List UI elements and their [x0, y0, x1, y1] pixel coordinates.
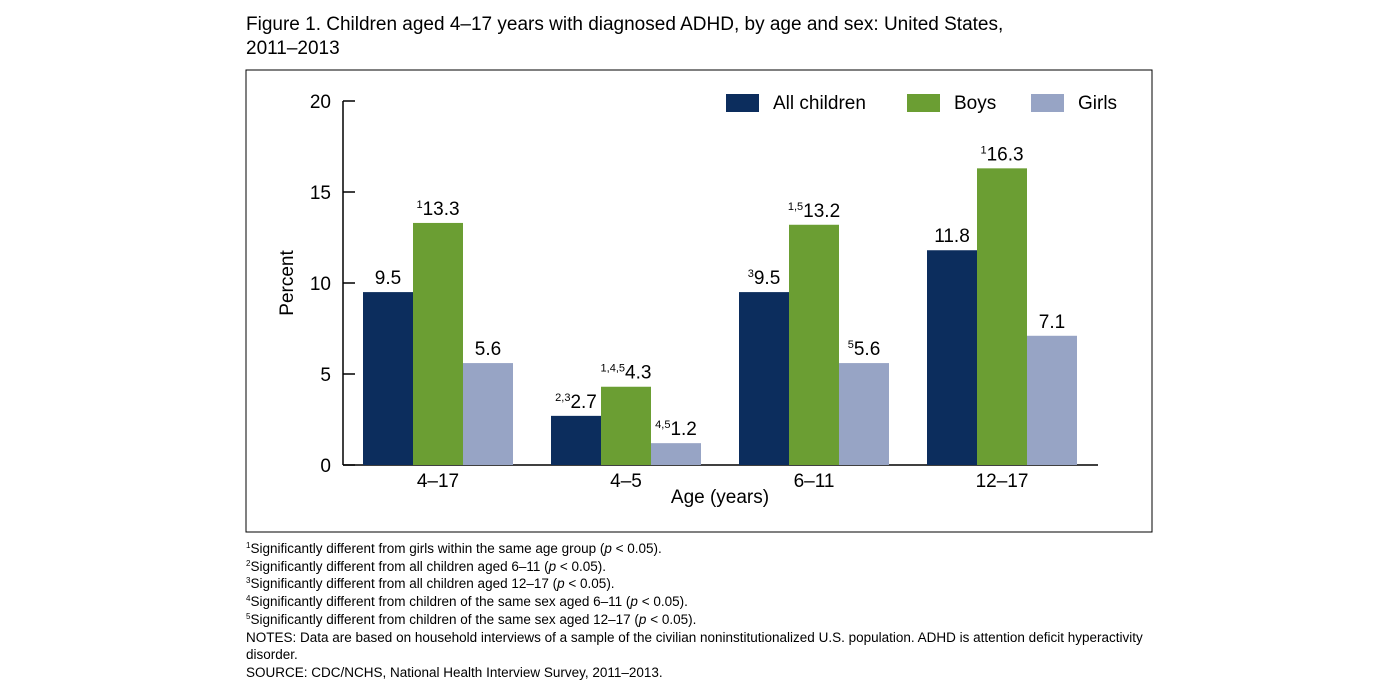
footnote-number: 2 [246, 558, 251, 568]
legend-swatch [907, 94, 940, 112]
footnote: 3Significantly different from all childr… [246, 575, 1166, 593]
bar-value-label: 11.8 [934, 226, 970, 247]
footnote-list: 1Significantly different from girls with… [246, 540, 1166, 629]
footnote-text: Significantly different from children of… [250, 611, 639, 627]
bar-value-label: 55.6 [848, 339, 881, 360]
figure-title: Figure 1. Children aged 4–17 years with … [246, 13, 1146, 61]
bar-boys [413, 222, 463, 465]
legend-swatch [726, 94, 759, 112]
source-text: SOURCE: CDC/NCHS, National Health Interv… [246, 664, 663, 680]
y-axis: 0 5 10 15 20 [310, 92, 355, 477]
bar-value-label: 1,4,54.3 [601, 363, 652, 384]
bar-all-children [363, 292, 413, 465]
notes-text: NOTES: Data are based on household inter… [246, 629, 1143, 663]
footnote-number: 1 [246, 541, 251, 550]
legend-label: Girls [1078, 93, 1117, 114]
bar-all-children [551, 415, 601, 465]
bar-value-text: 9.5 [754, 268, 780, 289]
bar-girls [839, 363, 889, 465]
bar-value-text: 4.3 [625, 363, 651, 384]
bar-value-label: 5.6 [475, 339, 501, 360]
figure-title-line1: Figure 1. Children aged 4–17 years with … [246, 14, 1004, 35]
bar-all-children [927, 250, 977, 465]
footnote-text: Significantly different from girls withi… [250, 541, 605, 556]
x-tick-label: 12–17 [976, 471, 1029, 492]
legend-label: All children [773, 93, 866, 114]
footnote-text: Significantly different from all childre… [250, 558, 549, 574]
footnote-superscript: 1 [416, 199, 422, 211]
x-axis-label: Age (years) [671, 487, 769, 508]
bars [363, 168, 1077, 465]
footnotes: 1Significantly different from girls with… [246, 540, 1166, 682]
x-tick-label: 6–11 [794, 471, 835, 492]
bar-value-label: 116.3 [980, 144, 1023, 165]
footnote-text-end: < 0.05). [611, 541, 662, 556]
y-tick-label: 15 [310, 183, 331, 204]
footnote-text: Significantly different from children of… [250, 594, 631, 610]
bar-girls [651, 443, 701, 465]
bar-boys [789, 224, 839, 465]
footnote-superscript: 1,4,5 [601, 363, 625, 375]
footnote-p: p [630, 594, 638, 610]
footnote-p: p [548, 558, 557, 574]
footnote-superscript: 4,5 [655, 419, 670, 431]
footnote-text-end: < 0.05). [646, 611, 697, 627]
footnote: 1Significantly different from girls with… [246, 540, 1166, 558]
x-tick-label: 4–5 [610, 471, 642, 492]
footnote-text-end: < 0.05). [564, 576, 615, 592]
bar-value-text: 16.3 [987, 144, 1024, 165]
chart-frame [245, 69, 1153, 533]
y-tick-label: 20 [310, 92, 331, 113]
footnote-superscript: 1 [980, 144, 986, 156]
footnote-p: p [638, 611, 647, 627]
figure-title-line2: 2011–2013 [246, 38, 340, 59]
footnote-superscript: 2,3 [555, 392, 570, 404]
footnote-superscript: 3 [748, 268, 754, 280]
footnote: 4Significantly different from children o… [246, 593, 1166, 611]
bar-value-label: 1,513.2 [788, 201, 840, 222]
footnote-p: p [604, 541, 612, 556]
footnote-text-end: < 0.05). [556, 558, 607, 574]
bar-value-text: 5.6 [854, 339, 880, 360]
bar-value-text: 2.7 [570, 392, 596, 413]
bar-value-label: 39.5 [748, 268, 781, 289]
y-tick-label: 5 [320, 365, 331, 386]
bar-value-label: 2,32.7 [555, 392, 597, 413]
footnote-superscript: 5 [848, 339, 854, 351]
bar-all-children [739, 292, 789, 465]
footnote-p: p [557, 576, 565, 592]
footnote-text-end: < 0.05). [637, 594, 688, 610]
legend-swatch [1031, 94, 1064, 112]
bar-value-label: 4,51.2 [655, 419, 697, 440]
legend-label: Boys [954, 93, 996, 114]
bar-girls [463, 363, 513, 465]
bar-boys [601, 386, 651, 465]
y-tick-label: 10 [310, 274, 331, 295]
footnote-text: Significantly different from all childre… [250, 576, 558, 592]
bar-boys [977, 168, 1027, 465]
footnote-number: 4 [246, 594, 251, 604]
footnote-superscript: 1,5 [788, 201, 803, 213]
footnote: 5Significantly different from children o… [246, 611, 1166, 629]
bar-labels: 9.5113.35.62,32.71,4,54.34,51.239.51,513… [375, 144, 1065, 440]
footnote-number: 5 [246, 611, 251, 621]
bar-value-label: 113.3 [416, 199, 459, 220]
y-axis-label: Percent [277, 250, 298, 316]
bar-value-text: 1.2 [670, 419, 696, 440]
bar-girls [1027, 335, 1077, 465]
footnote: 2Significantly different from all childr… [246, 558, 1166, 576]
y-tick-label: 0 [320, 456, 331, 477]
x-tick-label: 4–17 [417, 471, 459, 492]
bar-value-label: 7.1 [1039, 312, 1065, 333]
bar-value-text: 13.2 [803, 201, 840, 222]
legend: All children Boys Girls [726, 93, 1117, 114]
bar-value-label: 9.5 [375, 268, 401, 289]
bar-value-text: 13.3 [423, 199, 460, 220]
footnote-number: 3 [246, 576, 251, 586]
